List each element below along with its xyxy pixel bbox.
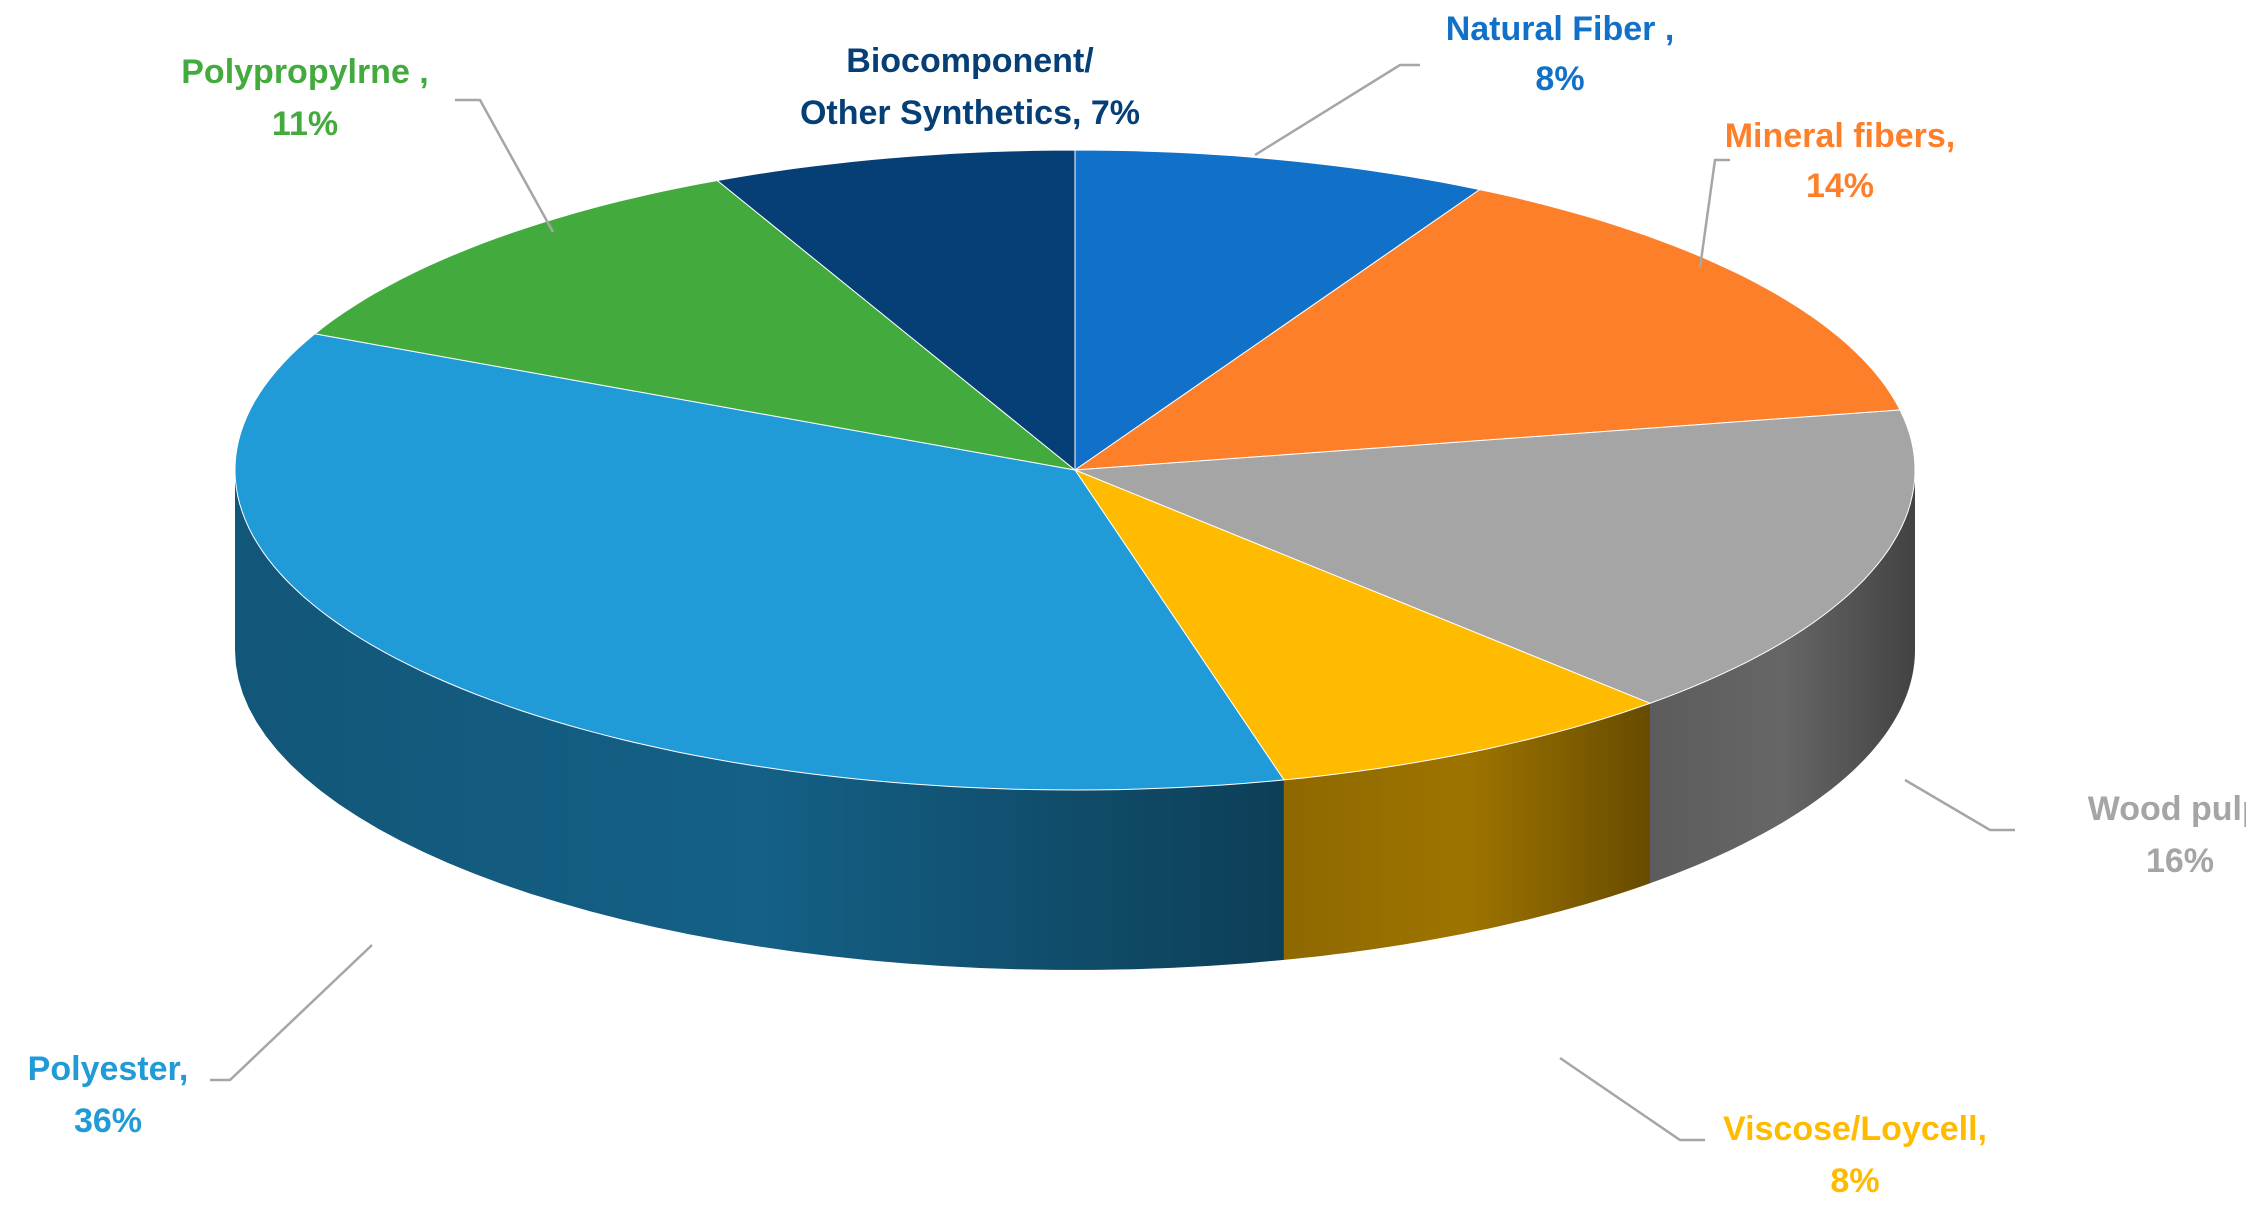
slice-label-name-polyester: Polyester, bbox=[28, 1050, 189, 1088]
pie-slice-mineral-fibers bbox=[1073, 189, 1901, 471]
pie-side-shading-polyester bbox=[235, 470, 1284, 970]
pie-tops bbox=[234, 149, 1916, 791]
pie-slice-polyester bbox=[234, 333, 1285, 791]
pie-slice-viscose-loycell bbox=[1073, 468, 1652, 781]
pie-slice-wood-pulp bbox=[1074, 409, 1916, 704]
leader-line-natural-fiber bbox=[1254, 63, 1420, 157]
pie-side-shading-wood-pulp bbox=[1650, 470, 1915, 884]
slice-label-name-viscose-loycell: Viscose/Loycell, bbox=[1723, 1110, 1987, 1148]
slice-label-name-polypropylrne: Polypropylrne , bbox=[181, 53, 429, 91]
pie-sides bbox=[235, 470, 1915, 970]
data-labels: Natural Fiber , 8% Mineral fibers, 14% Wood … bbox=[28, 10, 2246, 1200]
slice-label-value-biocomponent: Other Synthetics, 7% bbox=[800, 94, 1140, 132]
leader-line-viscose-loycell bbox=[1559, 1056, 1705, 1142]
slice-label-value-polyester: 36% bbox=[74, 1102, 142, 1140]
slice-label-name-wood-pulp: Wood pulp, bbox=[2088, 790, 2246, 828]
slice-label-value-polypropylrne: 11% bbox=[272, 105, 338, 143]
pie-slice-biocomponent bbox=[716, 149, 1076, 472]
slice-label-value-natural-fiber: 8% bbox=[1535, 60, 1584, 98]
leader-line-polyester bbox=[210, 944, 373, 1082]
slice-label-value-viscose-loycell: 8% bbox=[1830, 1162, 1879, 1200]
leader-line-mineral-fibers bbox=[1698, 158, 1730, 269]
slice-label-name-biocomponent: Biocomponent/ bbox=[846, 42, 1094, 80]
pie-side-shading-viscose-loycell bbox=[1283, 703, 1650, 960]
slice-label-value-mineral-fibers: 14% bbox=[1806, 167, 1874, 205]
leader-lines bbox=[210, 63, 2015, 1142]
slice-label-name-natural-fiber: Natural Fiber , bbox=[1446, 10, 1675, 48]
leader-line-wood-pulp bbox=[1904, 778, 2015, 832]
pie-slice-polypropylrne bbox=[313, 179, 1076, 471]
leader-line-polypropylrne bbox=[455, 98, 555, 233]
slice-label-value-wood-pulp: 16% bbox=[2146, 842, 2214, 880]
slice-label-name-mineral-fibers: Mineral fibers, bbox=[1725, 117, 1956, 155]
pie-slice-natural-fiber bbox=[1074, 149, 1481, 471]
